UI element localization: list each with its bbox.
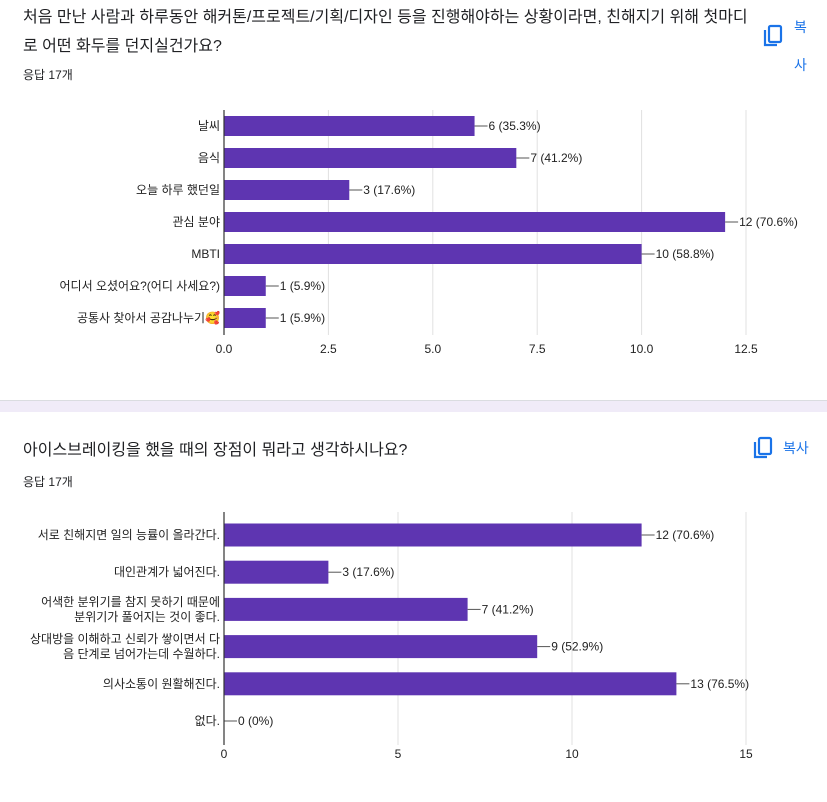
data-label: 12 (70.6%) xyxy=(656,528,715,542)
copy-button[interactable]: 복사 xyxy=(762,8,808,84)
data-label: 6 (35.3%) xyxy=(489,119,541,133)
data-label: 7 (41.2%) xyxy=(482,602,534,616)
data-label: 12 (70.6%) xyxy=(739,215,798,229)
bar xyxy=(224,212,726,232)
data-label: 13 (76.5%) xyxy=(690,677,749,691)
category-label: 상대방을 이해하고 신뢰가 쌓이면서 다 xyxy=(30,632,220,646)
category-label: MBTI xyxy=(191,247,220,261)
bar-chart-2: 0 5 10 15 12 (70.6%) 서로 친해지면 일의 능률이 올라간다. 3 (1… xyxy=(30,512,753,761)
card-separator xyxy=(0,400,827,413)
data-label: 3 (17.6%) xyxy=(363,183,415,197)
bar xyxy=(224,276,266,296)
data-label: 7 (41.2%) xyxy=(530,151,582,165)
bar xyxy=(224,148,517,168)
data-label: 10 (58.8%) xyxy=(656,247,715,261)
category-label: 대인관계가 넓어진다. xyxy=(114,565,220,579)
category-label: 의사소통이 원활해진다. xyxy=(103,677,220,691)
category-label: 관심 분야 xyxy=(173,215,221,229)
data-label: 1 (5.9%) xyxy=(280,311,325,325)
tick-label: 2.5 xyxy=(320,342,337,356)
category-label: 없다. xyxy=(195,714,220,728)
tick-label: 0 xyxy=(221,747,228,761)
copy-button[interactable]: 복사 xyxy=(752,436,809,465)
category-label: 음식 xyxy=(198,151,220,165)
copy-label: 복사 xyxy=(783,440,809,456)
category-label: 분위기가 풀어지는 것이 좋다. xyxy=(74,610,220,624)
bar xyxy=(224,635,538,659)
copy-label: 복사 xyxy=(794,19,807,73)
category-label: 어디서 오셨어요?(어디 사세요?) xyxy=(60,279,221,293)
tick-label: 10 xyxy=(565,747,579,761)
data-label: 0 (0%) xyxy=(238,714,273,728)
bar xyxy=(224,560,329,584)
bar xyxy=(224,180,350,200)
tick-label: 15 xyxy=(739,747,753,761)
category-label: 날씨 xyxy=(198,119,220,133)
copy-icon xyxy=(762,24,784,53)
category-label: 공통사 찾아서 공감나누기🥰 xyxy=(77,310,220,325)
data-label: 9 (52.9%) xyxy=(551,640,603,654)
tick-label: 10.0 xyxy=(630,342,654,356)
question-title: 아이스브레이킹을 했을 때의 장점이 뭐라고 생각하시나요? xyxy=(23,442,408,459)
category-label: 어색한 분위기를 참지 못하기 때문에 xyxy=(41,595,220,609)
bar xyxy=(224,308,266,328)
question-card-1: 처음 만난 사람과 하루동안 해커톤/프로젝트/기획/디자인 등을 진행해야하는… xyxy=(0,0,827,400)
data-label: 1 (5.9%) xyxy=(280,279,325,293)
bar xyxy=(224,672,677,696)
bar xyxy=(224,523,642,547)
response-count: 응답 17개 xyxy=(23,475,73,489)
category-label: 서로 친해지면 일의 능률이 올라간다. xyxy=(38,528,220,542)
response-count: 응답 17개 xyxy=(23,68,73,82)
data-label: 3 (17.6%) xyxy=(342,565,394,579)
copy-icon xyxy=(752,436,774,465)
tick-label: 0.0 xyxy=(216,342,233,356)
tick-label: 5.0 xyxy=(424,342,441,356)
bar-chart-1: 0.0 2.5 5.0 7.5 10.0 12.5 6 (35.3%) 날씨 7 (41.2%)… xyxy=(60,110,798,356)
bar xyxy=(224,244,642,264)
category-label: 오늘 하루 했던일 xyxy=(136,183,220,197)
bar xyxy=(224,116,475,136)
question-title: 처음 만난 사람과 하루동안 해커톤/프로젝트/기획/디자인 등을 진행해야하는… xyxy=(23,9,748,55)
bar xyxy=(224,597,468,621)
tick-label: 7.5 xyxy=(529,342,546,356)
tick-label: 5 xyxy=(395,747,402,761)
tick-label: 12.5 xyxy=(734,342,758,356)
category-label: 음 단계로 넘어가는데 수월하다. xyxy=(63,647,220,661)
question-card-2: 아이스브레이킹을 했을 때의 장점이 뭐라고 생각하시나요? 복사 응답 17개… xyxy=(0,412,827,802)
